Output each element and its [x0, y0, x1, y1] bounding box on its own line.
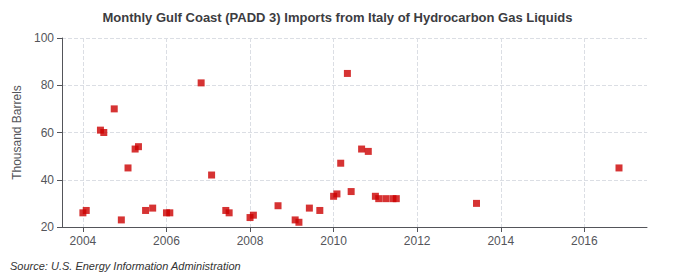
svg-text:Thousand Barrels: Thousand Barrels: [10, 85, 24, 180]
svg-text:100: 100: [34, 31, 54, 45]
svg-text:2006: 2006: [153, 234, 180, 248]
svg-text:2012: 2012: [404, 234, 431, 248]
svg-text:2016: 2016: [571, 234, 598, 248]
svg-text:2004: 2004: [70, 234, 97, 248]
svg-text:20: 20: [41, 220, 55, 234]
svg-text:2010: 2010: [320, 234, 347, 248]
svg-text:Source: U.S. Energy Informatio: Source: U.S. Energy Information Administ…: [10, 260, 241, 272]
svg-text:40: 40: [41, 173, 55, 187]
svg-text:2014: 2014: [487, 234, 514, 248]
svg-text:60: 60: [41, 126, 55, 140]
svg-text:2008: 2008: [237, 234, 264, 248]
svg-text:Monthly Gulf Coast (PADD 3) Im: Monthly Gulf Coast (PADD 3) Imports from…: [103, 10, 573, 25]
svg-text:80: 80: [41, 78, 55, 92]
